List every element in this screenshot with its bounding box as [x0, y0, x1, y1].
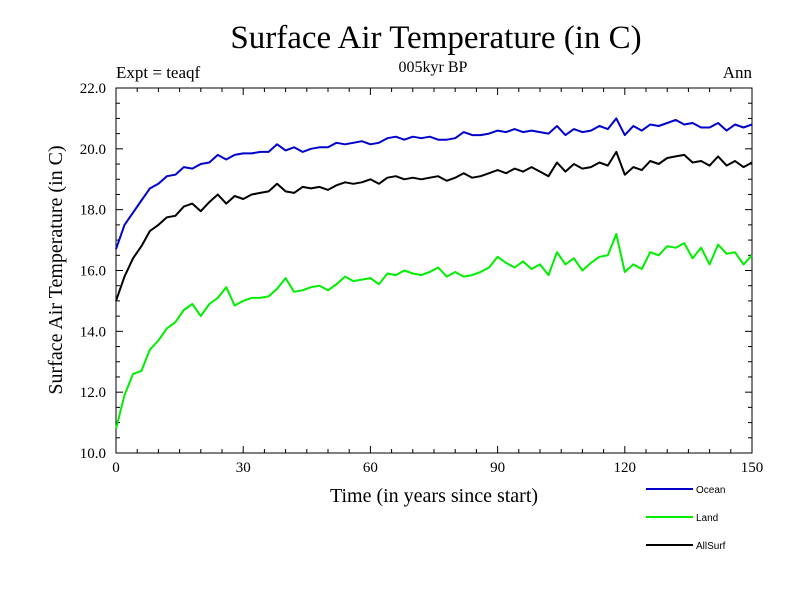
- x-tick-label: 90: [490, 460, 505, 476]
- y-tick-label: 16.0: [80, 264, 106, 280]
- series-line-land: [115, 233, 753, 429]
- x-tick-label: 150: [741, 460, 764, 476]
- season-label: Ann: [723, 63, 753, 82]
- x-axis-label: Time (in years since start): [330, 485, 538, 507]
- x-tick-label: 0: [112, 460, 120, 476]
- series-line-allsurf: [115, 150, 753, 302]
- series-line-ocean: [115, 117, 753, 250]
- legend: Ocean Land AllSurf: [646, 485, 726, 552]
- legend-label-allsurf: AllSurf: [696, 541, 726, 552]
- legend-label-land: Land: [696, 513, 718, 524]
- y-tick-label: 14.0: [80, 324, 106, 340]
- y-tick-label: 10.0: [80, 446, 106, 462]
- legend-label-ocean: Ocean: [696, 485, 725, 496]
- y-tick-label: 18.0: [80, 203, 106, 219]
- series-lines: [115, 117, 753, 429]
- x-tick-label: 30: [236, 460, 251, 476]
- y-tick-label: 12.0: [80, 385, 106, 401]
- chart-title: Surface Air Temperature (in C): [230, 20, 641, 56]
- x-tick-label: 120: [614, 460, 637, 476]
- x-tick-label: 60: [363, 460, 378, 476]
- experiment-label: Expt = teaqf: [116, 63, 201, 82]
- tick-labels: 0 30 60 90 120 150 10.0 12.0 14.0 16.0 18.0 20.0 22.…: [80, 81, 764, 476]
- y-axis-label: Surface Air Temperature (in C): [45, 145, 67, 394]
- y-tick-label: 22.0: [80, 81, 106, 97]
- chart-subtitle: 005kyr BP: [399, 59, 468, 76]
- y-tick-label: 20.0: [80, 142, 106, 158]
